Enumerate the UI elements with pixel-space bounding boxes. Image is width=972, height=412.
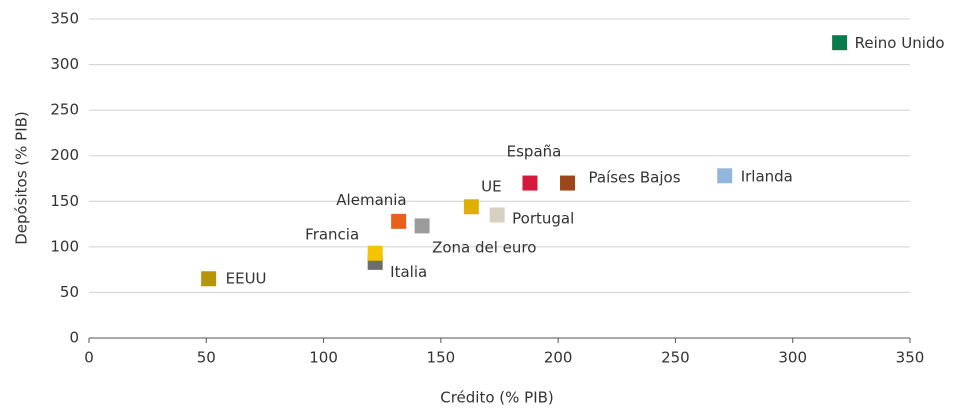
point <box>414 218 430 234</box>
x-tick-label: 200 <box>544 349 573 367</box>
point-label: Portugal <box>512 209 574 227</box>
point-label: Zona del euro <box>432 238 536 256</box>
point-label: Irlanda <box>741 167 793 185</box>
y-tick-label: 0 <box>69 329 79 347</box>
point <box>201 271 217 287</box>
y-tick-label: 50 <box>60 283 79 301</box>
point <box>522 175 538 191</box>
point <box>489 207 505 223</box>
point-label: Países Bajos <box>589 169 681 187</box>
point <box>391 213 407 229</box>
point <box>560 175 576 191</box>
point-label: Reino Unido <box>855 34 945 52</box>
x-tick-label: 0 <box>84 349 94 367</box>
y-tick-label: 350 <box>50 10 79 28</box>
point-label: Alemania <box>336 191 406 209</box>
x-tick-label: 150 <box>427 349 456 367</box>
y-tick-label: 300 <box>50 55 79 73</box>
x-tick-label: 350 <box>896 349 925 367</box>
point-label: Italia <box>390 263 427 281</box>
point <box>832 35 848 51</box>
point-label: EEUU <box>226 269 267 287</box>
y-tick-label: 250 <box>50 101 79 119</box>
point <box>367 245 383 261</box>
x-tick-label: 250 <box>661 349 690 367</box>
point-label: Francia <box>305 226 359 244</box>
point-label: España <box>507 143 562 161</box>
y-axis-label: Depósitos (% PIB) <box>13 111 31 245</box>
point <box>717 168 733 184</box>
point-label: UE <box>481 177 501 195</box>
y-tick-label: 150 <box>50 192 79 210</box>
point <box>463 199 479 215</box>
y-tick-label: 200 <box>50 146 79 164</box>
y-tick-label: 100 <box>50 237 79 255</box>
x-tick-label: 100 <box>309 349 338 367</box>
x-axis-label: Crédito (% PIB) <box>440 389 554 407</box>
x-tick-label: 300 <box>778 349 807 367</box>
x-tick-label: 50 <box>197 349 216 367</box>
